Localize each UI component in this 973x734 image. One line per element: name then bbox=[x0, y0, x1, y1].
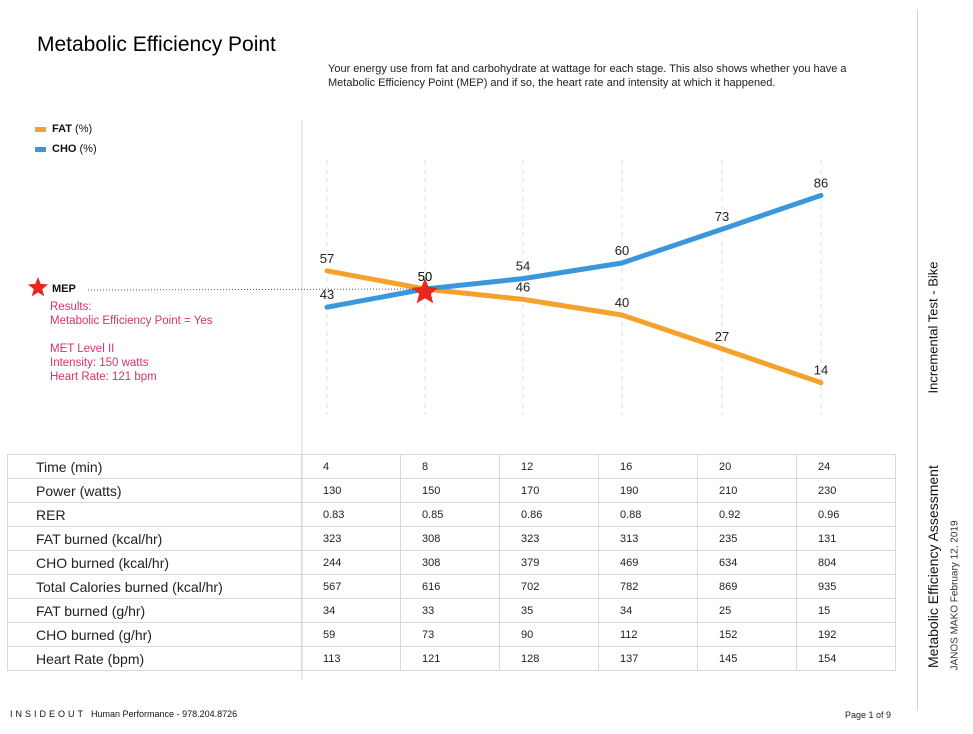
table-cell: 112 bbox=[599, 623, 698, 647]
table-row: RER 0.83 0.85 0.86 0.88 0.92 0.96 bbox=[8, 503, 896, 527]
data-label: 57 bbox=[320, 251, 334, 266]
mep-guide-line bbox=[88, 289, 420, 290]
table-cell: 192 bbox=[797, 623, 896, 647]
table-cell: 128 bbox=[500, 647, 599, 671]
data-label: 40 bbox=[615, 295, 629, 310]
page-number: Page 1 of 9 bbox=[845, 710, 891, 720]
table-cell: 702 bbox=[500, 575, 599, 599]
table-cell: 0.86 bbox=[500, 503, 599, 527]
table-cell: 154 bbox=[797, 647, 896, 671]
table-cell: 113 bbox=[302, 647, 401, 671]
metrics-table: Time (min) 4 8 12 16 20 24 Power (watts) 130 150 1… bbox=[7, 454, 896, 671]
table-cell: 16 bbox=[599, 455, 698, 479]
data-label: 54 bbox=[516, 259, 530, 274]
table-cell: 308 bbox=[401, 527, 500, 551]
table-cell: 73 bbox=[401, 623, 500, 647]
table-cell: 782 bbox=[599, 575, 698, 599]
table-cell: 152 bbox=[698, 623, 797, 647]
table-cell: 323 bbox=[302, 527, 401, 551]
table-cell: 190 bbox=[599, 479, 698, 503]
table-row: Total Calories burned (kcal/hr) 567 616 702… bbox=[8, 575, 896, 599]
table-cell: 869 bbox=[698, 575, 797, 599]
table-row: Power (watts) 130 150 170 190 210 230 bbox=[8, 479, 896, 503]
table-cell: 616 bbox=[401, 575, 500, 599]
test-type-label: Incremental Test - Bike bbox=[926, 228, 941, 428]
series-line-cho bbox=[327, 195, 821, 307]
data-label: 86 bbox=[814, 175, 828, 190]
table-row: Heart Rate (bpm) 113 121 128 137 145 154 bbox=[8, 647, 896, 671]
table-cell: 90 bbox=[500, 623, 599, 647]
data-label: 60 bbox=[615, 243, 629, 258]
data-label: 46 bbox=[516, 279, 530, 294]
table-cell: 59 bbox=[302, 623, 401, 647]
table-cell: 0.92 bbox=[698, 503, 797, 527]
table-row-label: Power (watts) bbox=[8, 479, 302, 503]
table-cell: 33 bbox=[401, 599, 500, 623]
table-cell: 12 bbox=[500, 455, 599, 479]
table-cell: 131 bbox=[797, 527, 896, 551]
table-cell: 34 bbox=[302, 599, 401, 623]
footer-brand: INSIDEOUT Human Performance - 978.204.87… bbox=[10, 709, 237, 719]
table-row: CHO burned (kcal/hr) 244 308 379 469 634 804 bbox=[8, 551, 896, 575]
table-cell: 25 bbox=[698, 599, 797, 623]
table-cell: 150 bbox=[401, 479, 500, 503]
table-cell: 567 bbox=[302, 575, 401, 599]
table-cell: 34 bbox=[599, 599, 698, 623]
table-cell: 0.96 bbox=[797, 503, 896, 527]
table-cell: 24 bbox=[797, 455, 896, 479]
brand-logo: INSIDEOUT bbox=[10, 709, 86, 719]
data-label: 14 bbox=[814, 363, 828, 378]
table-cell: 15 bbox=[797, 599, 896, 623]
table-cell: 804 bbox=[797, 551, 896, 575]
data-label: 43 bbox=[320, 287, 334, 302]
table-cell: 244 bbox=[302, 551, 401, 575]
table-row-label: Heart Rate (bpm) bbox=[8, 647, 302, 671]
table-cell: 20 bbox=[698, 455, 797, 479]
brand-contact: Human Performance - 978.204.8726 bbox=[91, 709, 237, 719]
table-cell: 0.83 bbox=[302, 503, 401, 527]
series-line-fat bbox=[327, 271, 821, 383]
table-cell: 469 bbox=[599, 551, 698, 575]
table-cell: 230 bbox=[797, 479, 896, 503]
table-cell: 130 bbox=[302, 479, 401, 503]
table-row-label: FAT burned (g/hr) bbox=[8, 599, 302, 623]
table-cell: 323 bbox=[500, 527, 599, 551]
table-cell: 210 bbox=[698, 479, 797, 503]
table-cell: 8 bbox=[401, 455, 500, 479]
right-divider bbox=[917, 10, 918, 710]
table-row-label: CHO burned (kcal/hr) bbox=[8, 551, 302, 575]
table-row-label: CHO burned (g/hr) bbox=[8, 623, 302, 647]
table-row: CHO burned (g/hr) 59 73 90 112 152 192 bbox=[8, 623, 896, 647]
table-cell: 4 bbox=[302, 455, 401, 479]
data-label: 27 bbox=[715, 329, 729, 344]
assessment-title: Metabolic Efficiency Assessment bbox=[925, 468, 941, 668]
table-cell: 0.85 bbox=[401, 503, 500, 527]
table-cell: 308 bbox=[401, 551, 500, 575]
table-cell: 170 bbox=[500, 479, 599, 503]
table-row: Time (min) 4 8 12 16 20 24 bbox=[8, 455, 896, 479]
table-row: FAT burned (kcal/hr) 323 308 323 313 235 131 bbox=[8, 527, 896, 551]
table-row-label: Time (min) bbox=[8, 455, 302, 479]
table-cell: 121 bbox=[401, 647, 500, 671]
table-cell: 35 bbox=[500, 599, 599, 623]
table-cell: 235 bbox=[698, 527, 797, 551]
table-row-label: Total Calories burned (kcal/hr) bbox=[8, 575, 302, 599]
table-row: FAT burned (g/hr) 34 33 35 34 25 15 bbox=[8, 599, 896, 623]
table-cell: 313 bbox=[599, 527, 698, 551]
table-row-label: FAT burned (kcal/hr) bbox=[8, 527, 302, 551]
table-cell: 935 bbox=[797, 575, 896, 599]
table-cell: 137 bbox=[599, 647, 698, 671]
author-date: JANOS MAKO February 12, 2019 bbox=[950, 496, 961, 696]
data-label: 73 bbox=[715, 209, 729, 224]
table-cell: 145 bbox=[698, 647, 797, 671]
table-cell: 0.88 bbox=[599, 503, 698, 527]
table-row-label: RER bbox=[8, 503, 302, 527]
table-cell: 634 bbox=[698, 551, 797, 575]
table-cell: 379 bbox=[500, 551, 599, 575]
